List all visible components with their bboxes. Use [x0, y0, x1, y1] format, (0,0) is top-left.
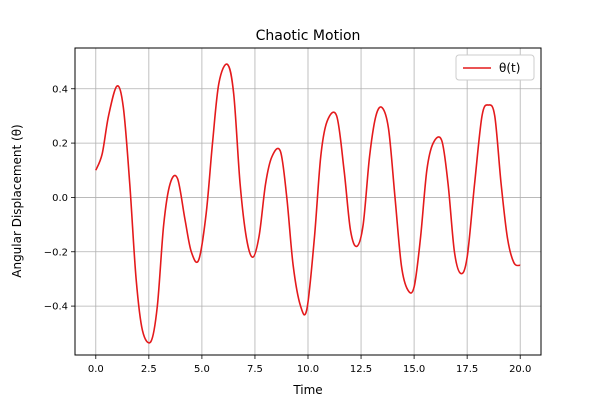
plot-data [95, 63, 521, 344]
y-tick-label: 0.2 [52, 139, 68, 150]
legend-box [455, 54, 535, 81]
x-tick-label: 12.5 [350, 364, 372, 375]
x-tick-label: 7.5 [247, 364, 263, 375]
x-axis-label: Time [292, 383, 322, 397]
x-tick-label: 2.5 [141, 364, 157, 375]
x-tick-label: 15.0 [403, 364, 425, 375]
axis-ticks: 0.0 2.5 5.0 7.5 10.0 12.5 15.0 17.5 20.0 −0.4 −0.2… [44, 84, 532, 375]
legend-label-theta: θ(t) [499, 61, 520, 75]
chart-title: Chaotic Motion [256, 28, 361, 44]
y-tick-label: 0.4 [52, 84, 68, 95]
x-tick-label: 20.0 [509, 364, 531, 375]
legend: θ(t) [455, 54, 535, 81]
x-tick-label: 0.0 [88, 364, 104, 375]
y-axis-label: Angular Displacement (θ) [10, 124, 24, 278]
series-line-theta [95, 63, 521, 344]
y-tick-label: 0.0 [52, 193, 68, 204]
y-tick-label: −0.2 [44, 247, 68, 258]
x-tick-label: 17.5 [456, 364, 478, 375]
x-tick-label: 5.0 [194, 364, 210, 375]
x-tick-label: 10.0 [297, 364, 319, 375]
y-tick-label: −0.4 [44, 302, 68, 313]
